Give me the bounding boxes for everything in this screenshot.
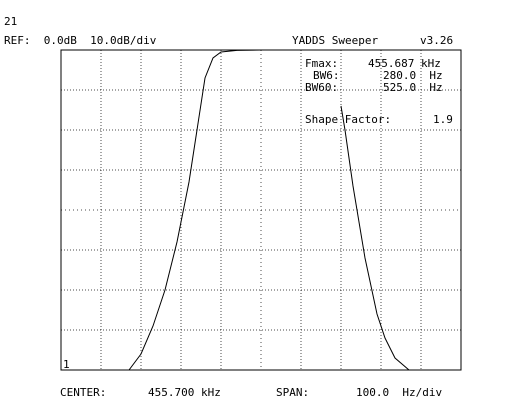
bw60-label: BW60:	[305, 81, 339, 94]
ref-level: REF: 0.0dB 10.0dB/div	[4, 34, 157, 47]
span-label: SPAN:	[276, 386, 310, 399]
shape-factor-value: 1.9	[433, 113, 453, 126]
shape-factor-label: Shape Factor:	[305, 113, 392, 126]
span-value: 100.0 Hz/div	[356, 386, 443, 399]
trace-number: 21	[4, 15, 18, 28]
bw60-value: 525.0 Hz	[383, 81, 443, 94]
bw6-value: 280.0 Hz	[383, 69, 443, 82]
grid	[61, 50, 461, 370]
app-title: YADDS Sweeper	[292, 34, 379, 47]
trace-group	[61, 49, 461, 371]
version-label: v3.26	[420, 34, 454, 47]
response-trace-2	[340, 105, 461, 371]
center-label: CENTER:	[60, 386, 107, 399]
bw6-label: BW6:	[313, 69, 340, 82]
marker-label: 1	[63, 358, 70, 371]
response-trace-1	[61, 49, 309, 371]
center-value: 455.700 kHz	[148, 386, 221, 399]
fmax-value: 455.687 kHz	[368, 57, 441, 70]
fmax-label: Fmax:	[305, 57, 339, 70]
